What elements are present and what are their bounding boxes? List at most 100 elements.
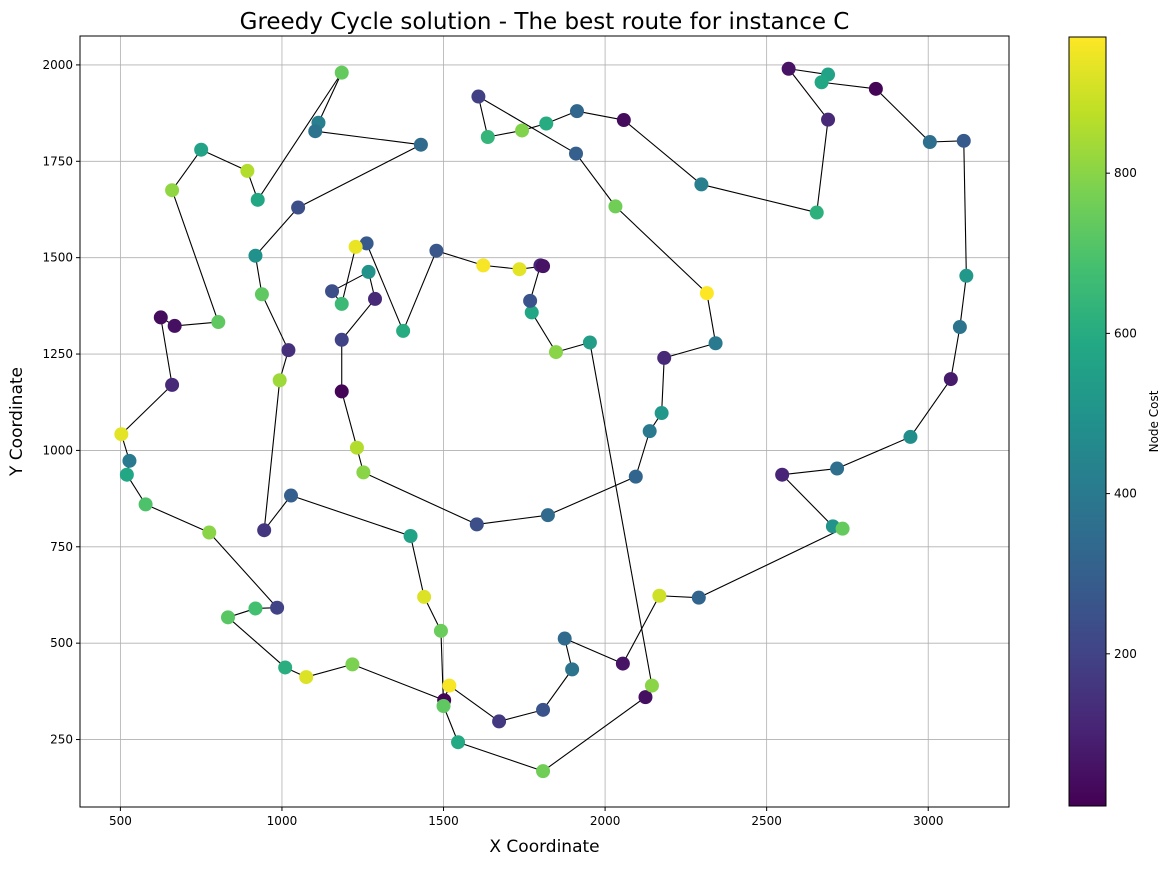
- route-segment: [950, 326, 961, 380]
- route-node: [359, 236, 374, 251]
- route-node: [608, 199, 623, 214]
- route-segment: [615, 205, 708, 294]
- route-node: [345, 657, 360, 672]
- route-node: [781, 61, 796, 76]
- route-node: [281, 343, 296, 358]
- route-segment: [701, 183, 817, 214]
- route-node: [356, 465, 371, 480]
- route-node: [821, 112, 836, 127]
- route-node: [638, 690, 653, 705]
- route-node: [775, 467, 790, 482]
- route-segment: [366, 243, 404, 332]
- route-node: [334, 332, 349, 347]
- route-node: [512, 262, 527, 277]
- route-node: [536, 764, 551, 779]
- x-tick-label: 1500: [428, 814, 459, 828]
- route-segment: [564, 638, 624, 665]
- colorbar-gradient: [1068, 36, 1107, 807]
- route-node: [272, 373, 287, 388]
- route-node: [652, 588, 667, 603]
- route-segment: [261, 294, 289, 351]
- route-segment: [317, 72, 343, 123]
- route-node: [952, 320, 967, 335]
- route-node: [480, 130, 495, 145]
- route-node: [368, 291, 383, 306]
- route-segment: [363, 471, 478, 525]
- route-segment: [315, 130, 421, 146]
- route-node: [699, 286, 714, 301]
- x-tick-label: 1000: [267, 814, 298, 828]
- route-segment: [297, 144, 422, 209]
- route-node: [557, 631, 572, 646]
- route-node: [250, 192, 265, 207]
- route-segment: [836, 436, 911, 470]
- route-node: [433, 623, 448, 638]
- route-node: [417, 589, 432, 604]
- route-node: [616, 113, 631, 128]
- route-node: [814, 75, 829, 90]
- route-segment: [478, 96, 577, 155]
- route-segment: [341, 246, 357, 305]
- route-node: [138, 497, 153, 512]
- route-segment: [821, 81, 876, 90]
- route-node: [868, 81, 883, 96]
- route-segment: [788, 68, 829, 120]
- route-segment: [174, 321, 219, 327]
- route-node: [325, 284, 340, 299]
- route-segment: [449, 685, 500, 722]
- route-segment: [698, 528, 843, 599]
- route-segment: [542, 696, 646, 772]
- route-segment: [255, 207, 299, 257]
- y-tick-label: 1500: [42, 251, 73, 265]
- route-segment: [542, 669, 573, 711]
- route-segment: [341, 298, 376, 341]
- route-segment: [575, 153, 616, 207]
- route-segment: [227, 616, 286, 668]
- route-segment: [498, 709, 544, 722]
- route-segment: [782, 467, 838, 476]
- route-segment: [171, 149, 202, 191]
- route-node: [334, 296, 349, 311]
- route-node: [539, 116, 554, 131]
- route-segment: [290, 494, 411, 537]
- x-tick-label: 3000: [913, 814, 944, 828]
- route-segment: [352, 663, 445, 701]
- route-segment: [341, 391, 358, 448]
- route-node: [548, 345, 563, 360]
- route-node: [708, 336, 723, 351]
- route-segment: [589, 342, 653, 686]
- route-node: [694, 177, 709, 192]
- route-node: [202, 525, 217, 540]
- route-node: [809, 205, 824, 220]
- x-tick-label: 2000: [590, 814, 621, 828]
- route-node: [515, 123, 530, 138]
- route-segment: [531, 312, 557, 353]
- route-segment: [200, 149, 248, 172]
- colorbar-tick-label: 800: [1114, 166, 1137, 180]
- route-segment: [160, 317, 173, 385]
- y-tick-label: 2000: [42, 58, 73, 72]
- route-node: [122, 453, 137, 468]
- route-node: [349, 440, 364, 455]
- route-node: [429, 243, 444, 258]
- route-segment: [816, 119, 829, 213]
- route-segment: [706, 293, 717, 344]
- route-node: [308, 124, 323, 139]
- route-node: [284, 488, 299, 503]
- grid: [80, 36, 1009, 807]
- route-node: [270, 600, 285, 615]
- colorbar-tick-label: 400: [1114, 487, 1137, 501]
- route-segment: [875, 88, 931, 143]
- x-axis-ticks: 500 1000 1500 2000 2500 3000: [109, 807, 944, 828]
- chart-title: Greedy Cycle solution - The best route f…: [240, 9, 850, 35]
- route-node: [642, 424, 657, 439]
- x-tick-label: 500: [109, 814, 132, 828]
- route-node: [830, 461, 845, 476]
- route-node: [220, 610, 235, 625]
- route-node: [471, 89, 486, 104]
- route-node: [523, 293, 538, 308]
- colorbar-tick-label: 200: [1114, 647, 1137, 661]
- y-tick-label: 1250: [42, 347, 73, 361]
- route-node: [153, 310, 168, 325]
- route-node: [903, 429, 918, 444]
